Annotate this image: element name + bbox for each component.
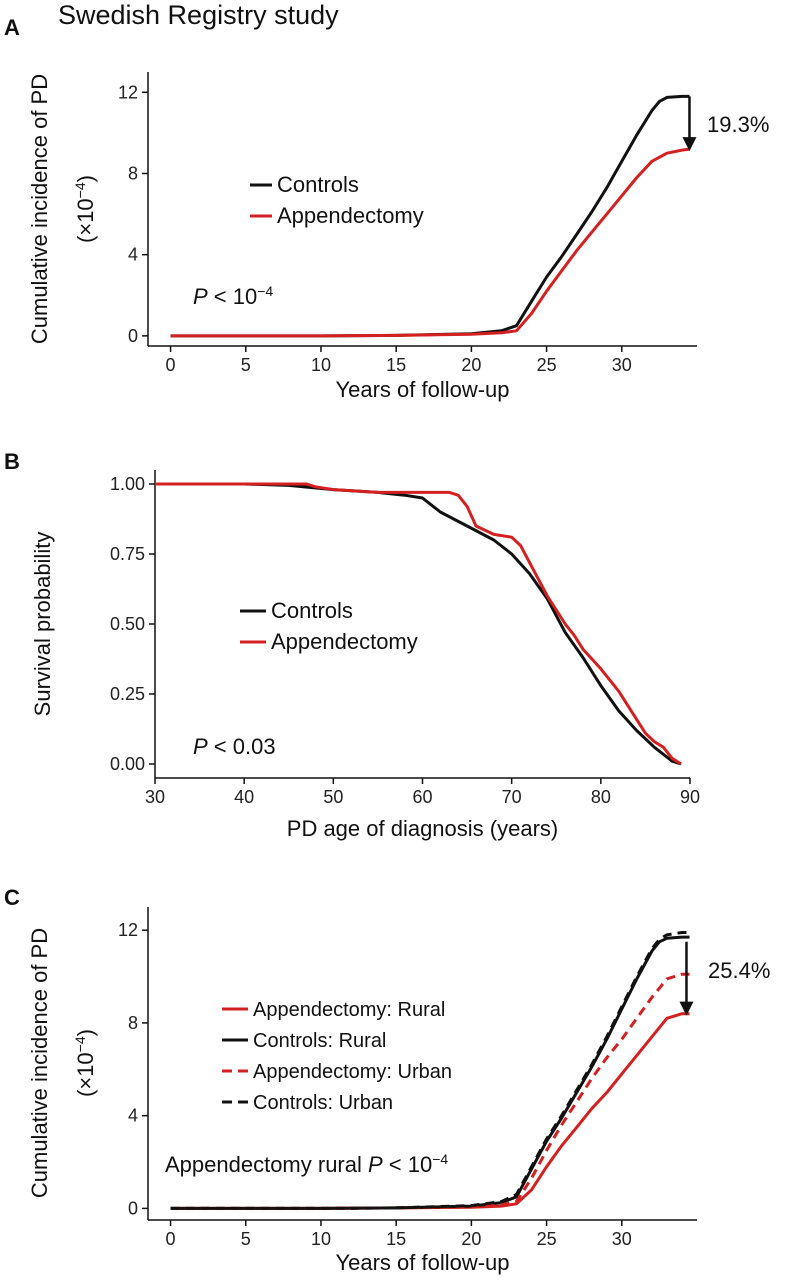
panel-a-legend-label: Appendectomy xyxy=(277,203,424,228)
panel-a-y-tick-label: 0 xyxy=(128,326,138,346)
panel-c-x-tick-label: 5 xyxy=(241,1229,251,1249)
panel-b-x-axis-label: PD age of diagnosis (years) xyxy=(287,816,558,841)
panel-b-x-tick-label: 30 xyxy=(145,787,165,807)
panel-b-chart: 0.00 0.25 0.50 0.75 1.00 30 40 50 60 70 80 90 PD age… xyxy=(30,470,700,841)
panel-c-x-tick-label: 30 xyxy=(612,1229,632,1249)
panel-a-difference-label: 19.3% xyxy=(707,112,769,137)
panel-b-y-tick-label: 1.00 xyxy=(110,474,145,494)
panel-b-series-appendectomy xyxy=(155,482,682,766)
panel-a-x-tick-label: 5 xyxy=(241,355,251,375)
panel-c-y-tick-label: 12 xyxy=(118,920,138,940)
panel-c-legend-label: Appendectomy: Rural xyxy=(253,999,445,1021)
panel-b-x-tick-label: 60 xyxy=(412,787,432,807)
panel-b-x-tick-label: 40 xyxy=(234,787,254,807)
panel-b-y-tick-label: 0.25 xyxy=(110,684,145,704)
figure-title: Swedish Registry study xyxy=(58,0,339,30)
panel-c-legend-label: Controls: Rural xyxy=(253,1030,386,1052)
panel-a-series-appendectomy xyxy=(170,147,690,338)
panel-a-chart: 0 4 8 12 0 5 10 15 20 25 30 Years of follow-up Cumul… xyxy=(27,72,769,402)
panel-a-y-tick-label: 8 xyxy=(128,163,138,183)
panel-c-x-tick-label: 20 xyxy=(461,1229,481,1249)
panel-c-x-tick-label: 25 xyxy=(537,1229,557,1249)
panel-a-legend-label: Controls xyxy=(277,172,359,197)
panel-b-legend-label: Controls xyxy=(271,598,353,623)
panel-b-x-tick-label: 50 xyxy=(323,787,343,807)
panel-a-y-tick-label: 12 xyxy=(118,82,138,102)
panel-a-p-value: P < 10−4 xyxy=(193,283,273,309)
panel-b-legend-label: Appendectomy xyxy=(271,629,418,654)
panel-b-x-tick-label: 70 xyxy=(502,787,522,807)
panel-b-y-tick-label: 0.75 xyxy=(110,544,145,564)
panel-a-x-tick-label: 10 xyxy=(311,355,331,375)
panel-b-y-axis-label: Survival probability xyxy=(30,532,55,717)
panel-a-letter: A xyxy=(4,15,20,40)
panel-a-y-tick-label: 4 xyxy=(128,245,138,265)
panel-c-x-axis-label: Years of follow-up xyxy=(335,1250,509,1275)
panel-a-y-axis-label: Cumulative incidence of PD xyxy=(27,74,52,344)
panel-b-y-tick-label: 0.50 xyxy=(110,614,145,634)
panel-c-y-tick-label: 0 xyxy=(128,1198,138,1218)
panel-a-difference-arrowhead xyxy=(682,137,697,152)
panel-b-letter: B xyxy=(4,449,20,474)
panel-c-x-tick-label: 15 xyxy=(386,1229,406,1249)
panel-c-series-controls-urban xyxy=(170,931,690,1210)
panel-c-x-tick-label: 10 xyxy=(311,1229,331,1249)
panel-a-x-tick-label: 20 xyxy=(461,355,481,375)
panel-c-legend-label: Controls: Urban xyxy=(253,1092,393,1114)
panel-c-x-tick-label: 0 xyxy=(166,1229,176,1249)
panel-a-x-tick-label: 0 xyxy=(166,355,176,375)
panel-a-x-tick-label: 30 xyxy=(612,355,632,375)
panel-c-difference-label: 25.4% xyxy=(708,958,770,983)
panel-c-y-tick-label: 4 xyxy=(128,1106,138,1126)
panel-c-p-value: Appendectomy rural P < 10−4 xyxy=(165,1151,448,1177)
panel-a-x-axis-label: Years of follow-up xyxy=(335,377,509,402)
panel-b-x-tick-label: 80 xyxy=(591,787,611,807)
panel-c-y-axis-label: Cumulative incidence of PD xyxy=(27,928,52,1198)
panel-c-legend-label: Appendectomy: Urban xyxy=(253,1061,452,1083)
panel-c-y-tick-label: 8 xyxy=(128,1013,138,1033)
panel-c-chart: 0 4 8 12 0 5 10 15 20 25 30 Years of follow-up Cumul… xyxy=(27,907,770,1275)
panel-b-x-tick-label: 90 xyxy=(680,787,700,807)
panel-a-y-axis-unit: (×10−4) xyxy=(72,175,98,243)
panel-b-p-value: P < 0.03 xyxy=(193,734,276,759)
panel-a-x-tick-label: 25 xyxy=(537,355,557,375)
panel-c-letter: C xyxy=(4,885,20,910)
panel-b-y-tick-label: 0.00 xyxy=(110,754,145,774)
panel-a-x-tick-label: 15 xyxy=(386,355,406,375)
panel-c-difference-arrowhead xyxy=(679,1001,694,1016)
panel-c-y-axis-unit: (×10−4) xyxy=(72,1029,98,1097)
